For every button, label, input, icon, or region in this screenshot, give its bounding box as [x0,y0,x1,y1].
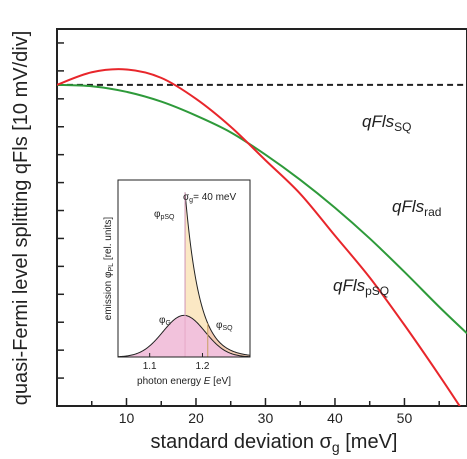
plot-frame [56,28,467,407]
inset-gauss-fill [118,315,250,357]
x-tick-label: 50 [397,410,413,426]
inset-psq-curve [184,192,251,356]
x-tick-labels: 10 20 30 40 50 [119,410,413,426]
x-tick-label: 20 [188,410,204,426]
x-tick-label: 30 [258,410,274,426]
inset-x-axis-title: photon energy E [eV] [137,376,231,387]
series-qfls-rad [57,83,467,335]
x-tick-label: 40 [327,410,343,426]
inset-label-psq: φpSQ [154,209,175,221]
x-axis-title: standard deviation σg [meV] [151,431,398,455]
series-lines [57,68,467,406]
inset-chart: 1.1 1.2 σg= 40 meV φpSQ φG φSQ photon energy E… [103,179,251,387]
inset-psq-fill [185,194,250,357]
inset-x-tick-label: 1.2 [196,361,210,372]
label-qfls-rad: qFlsrad [392,197,441,219]
inset-y-axis-title: emission φPL [rel. units] [103,217,115,321]
inset-annotation: σg= 40 meV [183,192,236,204]
inset-gauss-curve [117,314,251,358]
x-tick-label: 10 [119,410,135,426]
label-qfls-psq: qFlspSQ [333,276,389,298]
label-qfls-sq: qFlsSQ [362,112,411,134]
inset-label-g: φG [159,315,171,327]
inset-frame [117,179,251,358]
inset-x-tick-label: 1.1 [143,361,157,372]
y-axis-title: quasi-Fermi level splitting qFls [10 mV/… [10,31,32,406]
y-ticks [57,42,64,379]
inset-label-sq: φSQ [216,320,233,332]
series-qfls-psq [57,68,461,406]
x-ticks [90,398,440,406]
